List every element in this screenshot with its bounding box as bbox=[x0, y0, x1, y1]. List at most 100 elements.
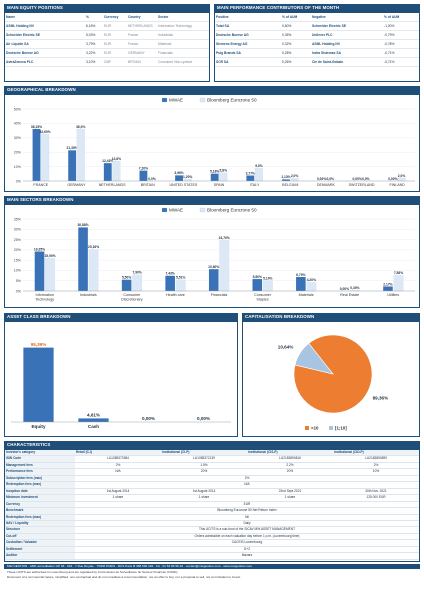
legend-swatch bbox=[199, 97, 206, 103]
positive-contribution: 0,26% bbox=[281, 57, 311, 67]
bar bbox=[290, 178, 299, 182]
geo-header: GEOGRAPHICAL BREAKDOWN bbox=[4, 86, 420, 94]
bar bbox=[183, 179, 192, 182]
bar bbox=[78, 227, 88, 291]
y-tick-label: 0% bbox=[16, 179, 22, 183]
x-tick-label: BELGIUM bbox=[282, 183, 298, 187]
col-sector: Sector bbox=[157, 13, 209, 22]
bar-value-label: 9,0% bbox=[255, 164, 263, 168]
bar-value-label: 12,43% bbox=[102, 159, 113, 163]
table-row: AstraZeneca PLC 3,10% GBP BRITAIN Consumer N… bbox=[5, 57, 209, 67]
characteristic-value: LU1085373384 bbox=[75, 455, 161, 463]
characteristics-row: Cut-off Orders admissible on each valuati… bbox=[5, 533, 419, 541]
bar-value-label: 10,60% bbox=[208, 265, 219, 269]
capitalisation-header: CAPITALISATION BREAKDOWN bbox=[242, 313, 420, 321]
bar bbox=[41, 133, 50, 182]
y-tick-label: 35% bbox=[14, 217, 22, 221]
characteristic-label: Settlement bbox=[5, 546, 75, 554]
negative-contributor: Schneider Electric SE bbox=[311, 21, 383, 31]
x-tick-label: NETHERLANDS bbox=[99, 183, 126, 187]
characteristic-value: 1 share bbox=[161, 494, 247, 502]
characteristic-value: CACEIS Luxembourg bbox=[75, 539, 419, 547]
bar bbox=[165, 275, 175, 291]
bar bbox=[23, 347, 54, 422]
position-currency: EUR bbox=[103, 48, 127, 58]
y-tick-label: 50% bbox=[14, 107, 22, 111]
position-weight: 5,03% bbox=[85, 30, 103, 40]
characteristics-box bbox=[4, 449, 420, 562]
position-weight: 3,22% bbox=[85, 48, 103, 58]
legend-swatch bbox=[199, 207, 206, 213]
characteristics-row: Performance fees N/A 20% 20% 10% bbox=[5, 468, 419, 476]
position-country: NETHERLANDS bbox=[127, 21, 157, 31]
table-row: Air Liquide SA 3,79% EUR France Materials bbox=[5, 39, 209, 49]
table-row: Deutsche Boerse AG 3,22% EUR GERMANY Financi… bbox=[5, 48, 209, 58]
characteristic-label: ISIN Code bbox=[5, 455, 75, 463]
characteristics-row: NAV / Liquidity Daily bbox=[5, 520, 419, 528]
position-sector: Materials bbox=[157, 39, 209, 49]
characteristics-row: ISIN Code LU1085373384 LU1085372139 LU21838… bbox=[5, 455, 419, 463]
bar-value-label: 15,90% bbox=[44, 254, 55, 258]
characteristic-value: 2% bbox=[75, 475, 419, 483]
position-country: GERMANY bbox=[127, 48, 157, 58]
x-tick-label: Equity bbox=[31, 424, 45, 429]
bar-value-label: 6,79% bbox=[296, 273, 305, 277]
performance-box bbox=[214, 12, 420, 82]
bar-value-label: 1,13% bbox=[281, 175, 290, 179]
characteristic-label: Management fees bbox=[5, 462, 75, 470]
characteristics-row: Management fees 2% 1.5% 2.2% 2% bbox=[5, 462, 419, 470]
characteristic-value: 1st August 2014 bbox=[161, 488, 247, 496]
bar-value-label: 3,96% bbox=[174, 171, 183, 175]
position-country: France bbox=[127, 30, 157, 40]
table-row: ASML Holding NV 6,16% EUR NETHERLANDS Inform… bbox=[5, 21, 209, 31]
bar-value-label: 7,43% bbox=[165, 272, 174, 276]
positive-contribution: 0,28% bbox=[281, 48, 311, 58]
bar bbox=[262, 280, 273, 292]
bar bbox=[68, 150, 77, 181]
y-tick-label: 15% bbox=[14, 258, 22, 262]
characteristic-value: 2% bbox=[75, 462, 161, 470]
position-sector: Consumer Non-cyclical bbox=[157, 57, 209, 67]
bar-value-label: 0,00% bbox=[340, 287, 349, 291]
characteristic-value: Institutional (CI-P) bbox=[161, 450, 247, 457]
negative-contribution: -1,00% bbox=[383, 21, 419, 31]
y-tick-label: 5% bbox=[16, 279, 22, 283]
positive-contribution: 0,60% bbox=[281, 21, 311, 31]
footer-regulation: These UCITS are authorised in Luxembourg… bbox=[7, 570, 179, 574]
characteristic-value: N/A bbox=[75, 468, 161, 476]
characteristic-label: Custodian / Valuator bbox=[5, 539, 75, 547]
characteristic-value: 1st August 2014 bbox=[75, 488, 161, 496]
bar bbox=[306, 282, 317, 292]
bar bbox=[78, 418, 109, 422]
bar bbox=[397, 178, 406, 182]
bar-value-label: 5,50% bbox=[122, 275, 131, 279]
performance-table: Positive % of AUM Negative % of AUM Tota… bbox=[215, 13, 419, 67]
characteristic-value: LU2183890816 bbox=[247, 455, 333, 463]
x-tick-label: Discretionary bbox=[121, 297, 143, 301]
sectors-chart: 0% 5% 10% 15% 20% 25% 30% 35% MWAE Bloomberg Euro… bbox=[14, 207, 415, 301]
characteristic-value: Bloomberg Eurozone 50 Net Return Index bbox=[75, 507, 419, 515]
table-row: Siemens Energy AG 0,32% ASML Holding NV -0,… bbox=[215, 39, 419, 49]
col-positive-pct: % of AUM bbox=[281, 13, 311, 22]
characteristic-value: 20% bbox=[247, 468, 333, 476]
position-weight: 3,79% bbox=[85, 39, 103, 49]
position-name: AstraZeneca PLC bbox=[5, 57, 85, 67]
bar-value-label: 24,70% bbox=[219, 236, 230, 240]
characteristics-row: Minimum investment 1 share 1 share 1 share 1… bbox=[5, 494, 419, 502]
characteristic-label: NAV / Liquidity bbox=[5, 520, 75, 528]
table-row: Deutsche Boerse AG 0,35% Unilever PLC -0,79… bbox=[215, 30, 419, 40]
footer-contact: MW GESTION · AMF accreditation GP 96 · 0… bbox=[4, 564, 420, 569]
negative-contribution: -0,79% bbox=[383, 30, 419, 40]
bar-value-label: 0,0% bbox=[326, 177, 334, 181]
bar-value-label: 7,90% bbox=[132, 271, 141, 275]
x-tick-label: SWITZERLAND bbox=[349, 183, 375, 187]
y-tick-label: 20% bbox=[14, 248, 22, 252]
y-tick-label: 20% bbox=[14, 151, 22, 155]
positive-contributor: Puig Brands SA bbox=[215, 48, 281, 58]
position-name: Schneider Electric SE bbox=[5, 30, 85, 40]
legend-label: Bloomberg Eurozone 50 bbox=[207, 98, 257, 103]
position-sector: Information Technology bbox=[157, 21, 209, 31]
bar bbox=[296, 277, 306, 291]
characteristic-value: Retail (C-I) bbox=[75, 450, 161, 457]
characteristic-value: 1 share bbox=[247, 494, 333, 502]
